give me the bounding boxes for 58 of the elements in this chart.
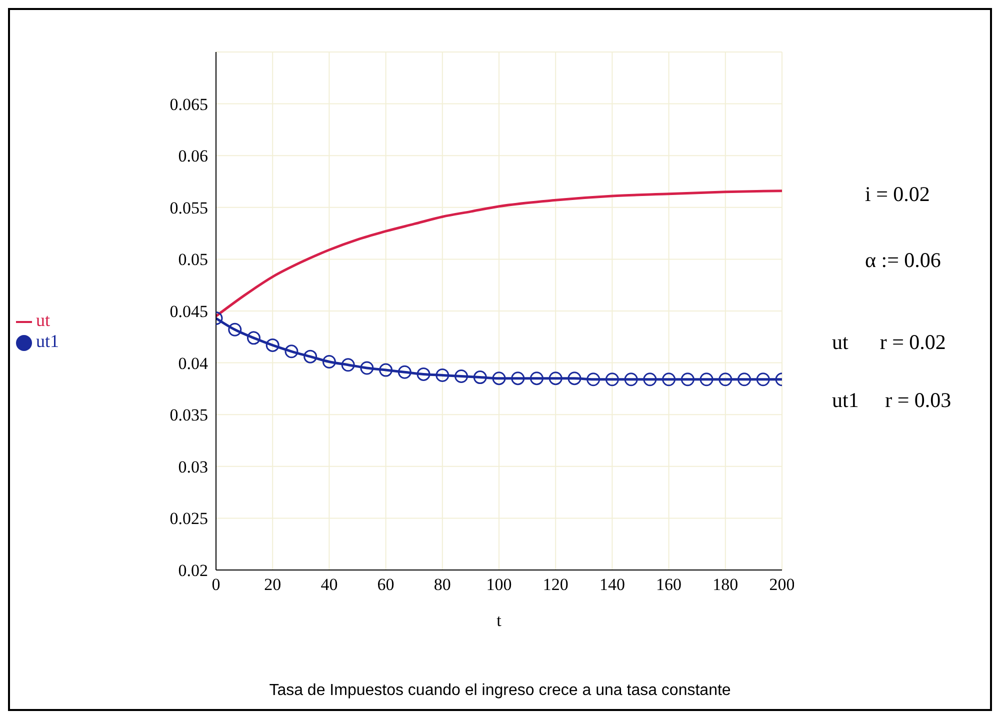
point [511, 372, 525, 386]
y-tick-label: 0.025 [170, 509, 208, 528]
x-tick-label: 60 [377, 575, 394, 594]
point [454, 370, 468, 384]
text: α := 0.06 [865, 248, 941, 273]
point [284, 344, 298, 358]
text: ut r = 0.02 [832, 330, 946, 355]
y-tick-label: 0.035 [170, 406, 208, 425]
x-tick-label: 40 [320, 575, 338, 594]
point [341, 358, 355, 372]
point [436, 368, 450, 382]
x-tick-label: 200 [769, 575, 795, 594]
x-tick-label: 80 [434, 575, 451, 594]
x-tick-label: 0 [212, 575, 220, 594]
point [643, 372, 657, 386]
text: i = 0.02 [865, 182, 930, 207]
text: Tasa de Impuestos cuando el ingreso crece a una tasa constante [268, 682, 732, 700]
x-tick-label: 160 [656, 575, 682, 594]
y-tick-label: 0.03 [178, 457, 208, 476]
point [568, 372, 582, 386]
point [246, 331, 260, 345]
point [680, 372, 694, 386]
point [360, 361, 374, 375]
point [416, 367, 430, 381]
point [756, 372, 770, 386]
y-tick-label: 0.02 [178, 561, 208, 580]
point [266, 338, 280, 352]
x-tick-label: 20 [264, 575, 282, 594]
point [605, 372, 619, 386]
point [718, 372, 732, 386]
point [586, 372, 600, 386]
legend-label: ut1 [36, 331, 60, 351]
legend-label: ut [36, 310, 50, 330]
point [379, 363, 393, 377]
x-axis-title: t [496, 611, 502, 630]
y-tick-label: 0.065 [170, 94, 208, 114]
y-tick-label: 0.06 [178, 146, 208, 166]
x-tick-label: 180 [712, 575, 738, 594]
point [492, 372, 506, 386]
point [548, 372, 562, 386]
point [738, 372, 752, 386]
y-tick-label: 0.055 [170, 198, 208, 218]
point [398, 365, 412, 379]
text: ut1 r = 0.03 [832, 388, 952, 413]
x-tick-label: 100 [486, 575, 512, 594]
y-tick-label: 0.045 [170, 302, 208, 322]
point [228, 322, 242, 336]
point [530, 372, 544, 386]
point [624, 372, 638, 386]
x-tick-label: 120 [542, 575, 568, 594]
y-tick-label: 0.05 [178, 250, 208, 270]
point [662, 372, 676, 386]
point [700, 372, 714, 386]
point [473, 370, 487, 384]
point [322, 355, 336, 369]
point [304, 350, 318, 364]
x-tick-label: 140 [599, 575, 625, 594]
y-tick-label: 0.04 [178, 354, 208, 373]
